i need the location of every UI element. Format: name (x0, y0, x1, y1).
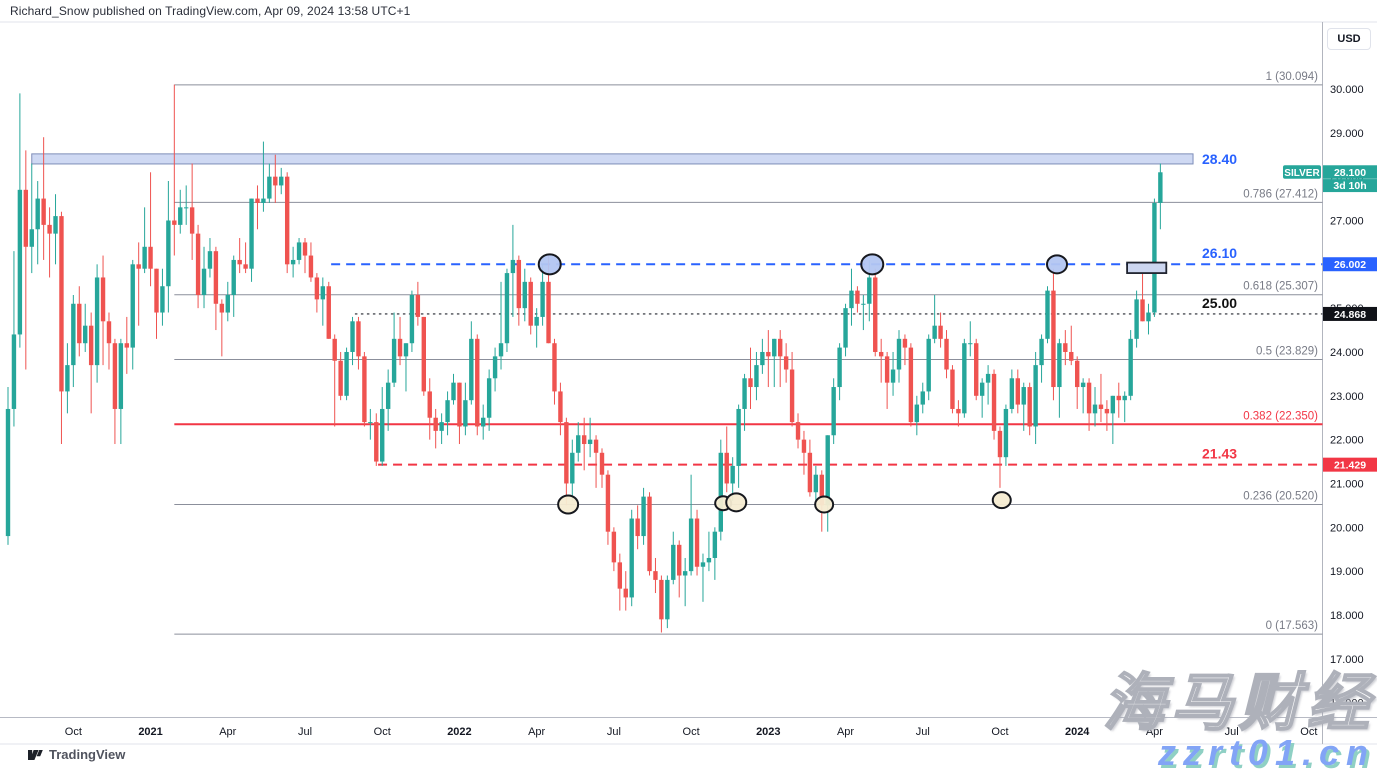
circle-marker-cream-3[interactable] (557, 494, 580, 515)
fib-level-label-0.5: 0.5 (23.829) (1256, 345, 1318, 357)
price-tick-22.000[interactable]: 22.000 (1330, 435, 1364, 447)
time-tick-Oct[interactable]: Oct (374, 726, 391, 738)
time-tick-2021[interactable]: 2021 (138, 726, 162, 738)
circle-marker-cream-6[interactable] (814, 495, 835, 514)
price-tick-16.000[interactable]: 16.000 (1330, 698, 1364, 710)
price-tick-17.000[interactable]: 17.000 (1330, 654, 1364, 666)
zone-price-label: 28.40 (1202, 151, 1237, 167)
axis-badge-label-red-level: 21.429 (1334, 460, 1366, 472)
circle-marker-cream-5[interactable] (725, 492, 748, 513)
price-box-annotation[interactable] (1126, 261, 1168, 274)
price-tick-20.000[interactable]: 20.000 (1330, 522, 1364, 534)
time-tick-Oct[interactable]: Oct (1300, 726, 1317, 738)
last-price-badge (1323, 165, 1377, 179)
price-tick-23.000[interactable]: 23.000 (1330, 391, 1364, 403)
time-tick-Apr[interactable]: Apr (528, 726, 545, 738)
tradingview-mark-icon (28, 749, 43, 760)
time-tick-Jul[interactable]: Jul (298, 726, 312, 738)
symbol-badge (1283, 165, 1321, 179)
time-tick-Jul[interactable]: Jul (916, 726, 930, 738)
axis-badge-black-level (1323, 306, 1377, 321)
price-tick-21.000[interactable]: 21.000 (1330, 478, 1364, 490)
tradingview-logo[interactable]: TradingView (28, 747, 125, 762)
circle-marker-blue-2[interactable] (1046, 254, 1069, 275)
price-tick-18.000[interactable]: 18.000 (1330, 610, 1364, 622)
circle-marker-blue-0[interactable] (537, 253, 562, 276)
time-tick-Jul[interactable]: Jul (1225, 726, 1239, 738)
hline-price-label: 21.43 (1202, 446, 1237, 462)
time-tick-Jul[interactable]: Jul (607, 726, 621, 738)
axis-badge-blue-level (1323, 257, 1377, 272)
tradingview-brand-label: TradingView (49, 747, 126, 762)
time-tick-Oct[interactable]: Oct (991, 726, 1008, 738)
fib-level-label-0.786: 0.786 (27.412) (1243, 188, 1318, 200)
price-tick-19.000[interactable]: 19.000 (1330, 566, 1364, 578)
time-tick-2023[interactable]: 2023 (756, 726, 780, 738)
fib-level-label-0.236: 0.236 (20.520) (1243, 491, 1318, 503)
axis-badge-red-level (1323, 457, 1377, 472)
hline-price-label: 26.10 (1202, 245, 1237, 261)
circle-marker-blue-1[interactable] (860, 253, 885, 276)
fib-level-label-0.382: 0.382 (22.350) (1243, 410, 1318, 422)
candlestick-layer[interactable] (5, 84, 1163, 633)
price-tick-24.000[interactable]: 24.000 (1330, 347, 1364, 359)
last-price-badge-label: 28.100 (1334, 167, 1366, 179)
price-tick-27.000[interactable]: 27.000 (1330, 215, 1364, 227)
price-tick-30.000[interactable]: 30.000 (1330, 84, 1364, 96)
time-tick-Oct[interactable]: Oct (65, 726, 82, 738)
hline-price-label: 25.00 (1202, 295, 1237, 311)
fib-level-label-1: 1 (30.094) (1266, 71, 1319, 83)
fib-level-label-0.618: 0.618 (25.307) (1243, 281, 1318, 293)
publish-attribution: Richard_Snow published on TradingView.co… (10, 4, 411, 18)
time-tick-2022[interactable]: 2022 (447, 726, 471, 738)
bar-countdown-label: 3d 10h (1333, 180, 1366, 192)
fib-level-label-0: 0 (17.563) (1266, 620, 1319, 632)
bar-countdown-badge (1323, 179, 1377, 193)
time-tick-Apr[interactable]: Apr (837, 726, 854, 738)
axis-badge-label-black-level: 24.868 (1334, 309, 1366, 321)
time-tick-Apr[interactable]: Apr (1146, 726, 1163, 738)
price-tick-29.000[interactable]: 29.000 (1330, 128, 1364, 140)
currency-axis-button[interactable]: USD (1327, 28, 1371, 50)
time-tick-Oct[interactable]: Oct (683, 726, 700, 738)
time-tick-Apr[interactable]: Apr (219, 726, 236, 738)
resistance-zone[interactable] (31, 153, 1194, 165)
circle-marker-cream-7[interactable] (991, 491, 1012, 510)
axis-badge-label-blue-level: 26.002 (1334, 259, 1366, 271)
time-tick-2024[interactable]: 2024 (1065, 726, 1090, 738)
symbol-badge-label: SILVER (1284, 168, 1320, 179)
